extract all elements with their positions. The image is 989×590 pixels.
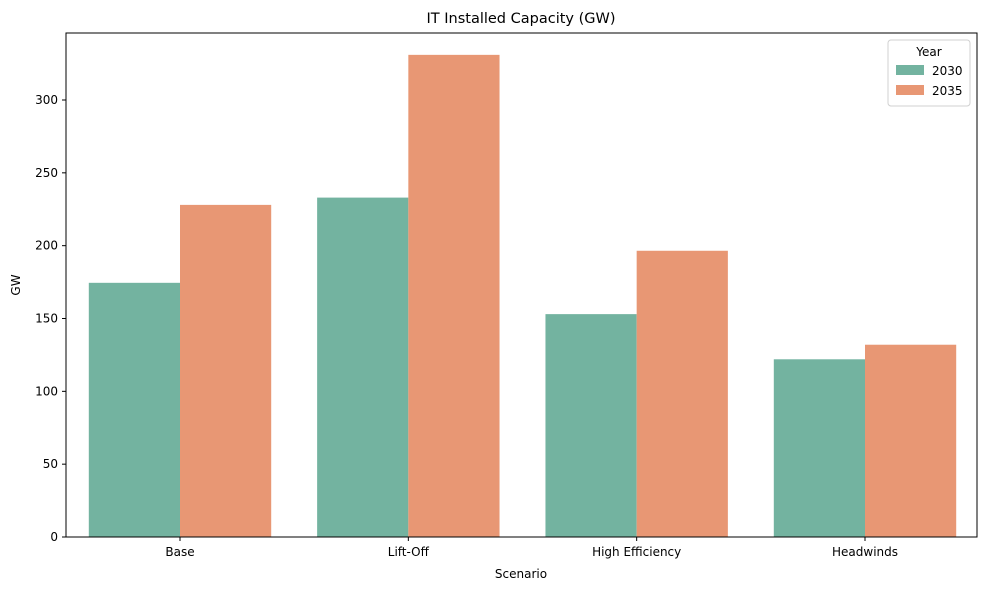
bar-high-efficiency-2035 <box>636 250 728 537</box>
x-axis-label: Scenario <box>495 567 547 581</box>
x-tick-label-high-efficiency: High Efficiency <box>592 545 681 559</box>
y-tick-label-150: 150 <box>35 312 58 326</box>
bar-lift-off-2035 <box>408 54 500 538</box>
bar-base-2030 <box>88 282 180 537</box>
y-tick-label-0: 0 <box>50 530 58 544</box>
y-tick-label-300: 300 <box>35 93 58 107</box>
bar-high-efficiency-2030 <box>545 314 637 537</box>
y-tick-label-100: 100 <box>35 384 58 398</box>
legend-swatch-2030 <box>896 65 924 75</box>
bars-group <box>88 54 957 538</box>
legend-swatch-2035 <box>896 85 924 95</box>
x-tick-label-headwinds: Headwinds <box>832 545 898 559</box>
y-tick-label-50: 50 <box>43 457 58 471</box>
y-axis: 0 50 100 150 200 250 300 <box>35 93 66 544</box>
plot-frame <box>65 32 978 538</box>
y-tick-label-200: 200 <box>35 239 58 253</box>
x-axis: Base Lift-Off High Efficiency Headwinds <box>165 537 898 559</box>
bar-headwinds-2030 <box>773 359 865 537</box>
legend-label-2035: 2035 <box>932 84 963 98</box>
legend: Year 2030 2035 <box>887 39 971 107</box>
legend-title: Year <box>915 45 941 59</box>
chart-title: IT Installed Capacity (GW) <box>427 11 616 27</box>
bar-lift-off-2030 <box>317 197 409 538</box>
x-tick-label-base: Base <box>165 545 194 559</box>
y-tick-label-250: 250 <box>35 166 58 180</box>
bar-headwinds-2035 <box>865 344 957 537</box>
y-axis-label: GW <box>9 274 23 295</box>
bar-base-2035 <box>180 204 272 537</box>
x-tick-label-lift-off: Lift-Off <box>388 545 430 559</box>
legend-label-2030: 2030 <box>932 64 963 78</box>
